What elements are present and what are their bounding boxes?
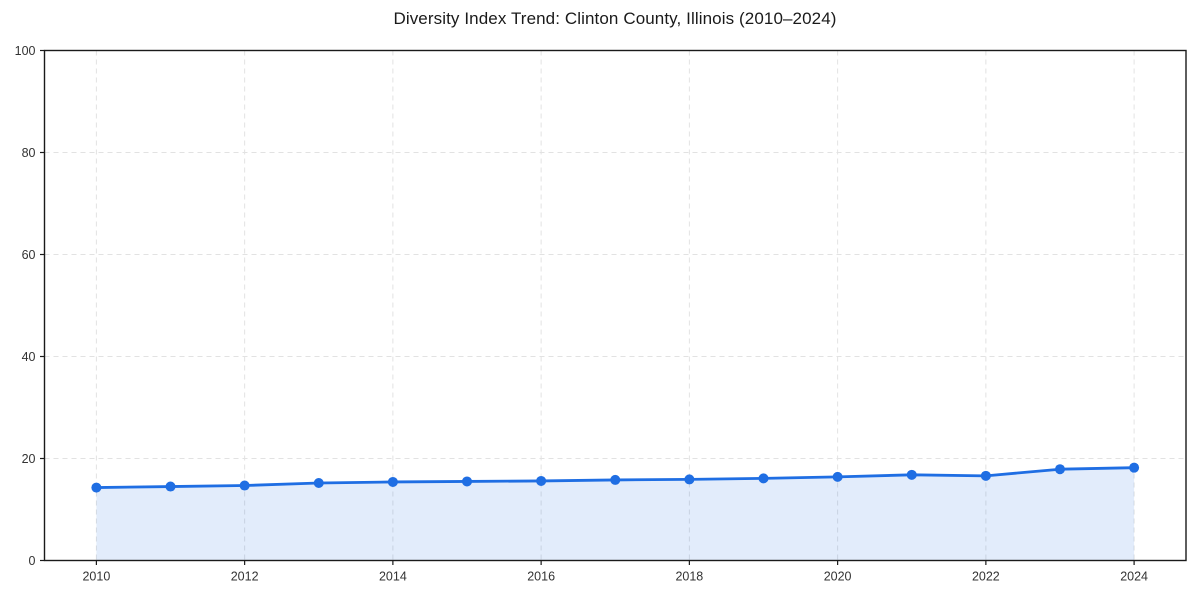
data-point [980,470,991,481]
data-point [91,482,102,493]
data-point [684,474,695,485]
y-tick-label: 0 [29,554,36,568]
axes-frame [43,49,1187,562]
x-tick-label: 2022 [972,570,1000,584]
data-point [536,475,547,486]
y-tick-label: 40 [22,350,36,364]
data-point [832,471,843,482]
data-point [1054,464,1065,475]
data-point [313,477,324,488]
x-tick-label: 2014 [379,570,407,584]
data-point [462,476,473,487]
data-point [387,476,398,487]
data-point [610,474,621,485]
x-tick-label: 2016 [527,570,555,584]
data-point [906,469,917,480]
x-tick-label: 2024 [1120,570,1148,584]
x-tick-label: 2010 [82,570,110,584]
data-point [1129,462,1140,473]
y-tick-label: 100 [15,44,36,58]
y-tick-label: 20 [22,452,36,466]
chart-title: Diversity Index Trend: Clinton County, I… [393,9,837,28]
data-point [239,480,250,491]
y-tick-label: 60 [22,248,36,262]
x-tick-label: 2020 [824,570,852,584]
y-tick-label: 80 [22,146,36,160]
data-point [758,473,769,484]
x-tick-label: 2012 [231,570,259,584]
area-fill [96,467,1135,561]
data-point [165,481,176,492]
x-tick-label: 2018 [675,570,703,584]
